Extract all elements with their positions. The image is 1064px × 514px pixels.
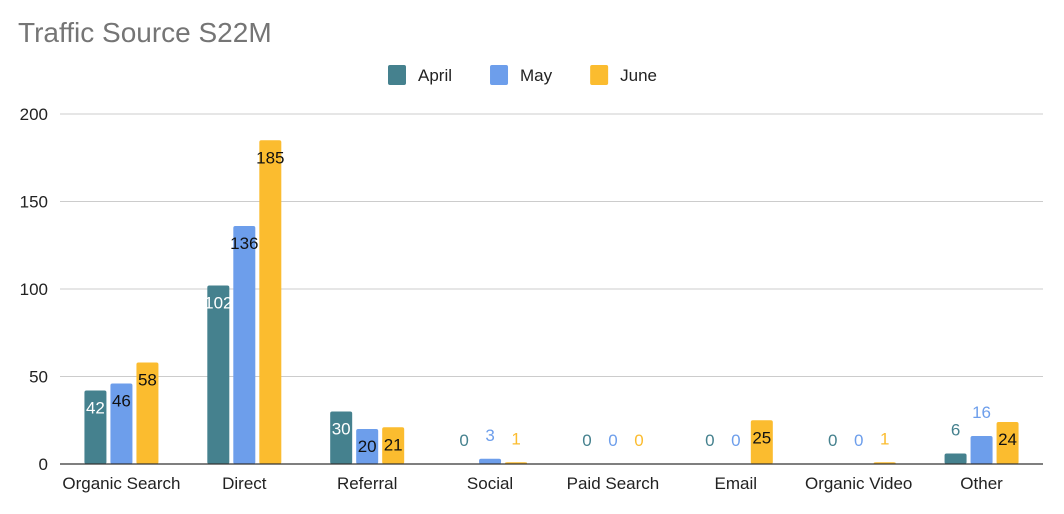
data-label-referral-april: 30 xyxy=(332,420,351,439)
data-label-other-april: 6 xyxy=(951,421,960,440)
data-label-referral-may: 20 xyxy=(358,437,377,456)
x-category-label: Organic Search xyxy=(62,474,180,493)
y-tick-label: 150 xyxy=(20,193,48,212)
legend-swatch xyxy=(490,65,509,85)
bar-direct-may xyxy=(233,226,256,464)
data-label-referral-june: 21 xyxy=(384,435,403,454)
bar-other-april xyxy=(944,453,967,464)
bar-referral-april xyxy=(330,411,353,464)
data-label-organic-video-april: 0 xyxy=(828,431,837,450)
bar-other-may xyxy=(970,436,993,464)
data-label-social-may: 3 xyxy=(485,426,494,445)
legend-swatch xyxy=(590,65,609,85)
x-category-label: Paid Search xyxy=(567,474,660,493)
bar-referral-june xyxy=(382,427,405,464)
bar-direct-april xyxy=(207,285,230,464)
data-label-organic-video-may: 0 xyxy=(854,431,863,450)
legend-item-may: May xyxy=(490,65,553,85)
legend-item-june: June xyxy=(590,65,657,85)
data-label-organic-video-june: 1 xyxy=(880,429,889,448)
data-label-social-june: 1 xyxy=(511,429,520,448)
data-label-email-may: 0 xyxy=(731,431,740,450)
x-category-label: Organic Video xyxy=(805,474,912,493)
bar-other-june xyxy=(996,422,1019,464)
bars xyxy=(84,140,1019,464)
bar-social-may xyxy=(479,458,502,464)
y-tick-label: 100 xyxy=(20,280,48,299)
data-label-paid-search-june: 0 xyxy=(634,431,643,450)
data-label-email-june: 25 xyxy=(752,428,771,447)
y-axis-ticks: 0 50 100 150 200 xyxy=(20,105,48,474)
data-label-organic-search-may: 46 xyxy=(112,392,131,411)
bar-email-june xyxy=(750,420,773,464)
data-label-social-april: 0 xyxy=(459,431,468,450)
data-label-direct-may: 136 xyxy=(230,234,258,253)
y-tick-label: 50 xyxy=(29,368,48,387)
data-label-paid-search-may: 0 xyxy=(608,431,617,450)
legend-label: May xyxy=(520,66,553,85)
y-tick-label: 200 xyxy=(20,105,48,124)
legend-swatch xyxy=(388,65,406,85)
data-label-direct-april: 102 xyxy=(204,294,232,313)
data-label-paid-search-april: 0 xyxy=(582,431,591,450)
data-label-direct-june: 185 xyxy=(256,148,284,167)
data-label-organic-search-april: 42 xyxy=(86,399,105,418)
legend-item-april: April xyxy=(388,65,452,85)
chart-legend: April May June xyxy=(388,65,657,85)
x-category-label: Referral xyxy=(337,474,397,493)
x-category-label: Other xyxy=(960,474,1003,493)
bar-direct-june xyxy=(259,140,282,464)
legend-label: June xyxy=(620,66,657,85)
data-label-other-june: 24 xyxy=(998,430,1017,449)
data-label-other-may: 16 xyxy=(972,403,991,422)
bar-referral-may xyxy=(356,429,379,464)
x-category-label: Social xyxy=(467,474,513,493)
data-label-email-april: 0 xyxy=(705,431,714,450)
legend-label: April xyxy=(418,66,452,85)
data-label-organic-search-june: 58 xyxy=(138,371,157,390)
bar-organic-search-april xyxy=(84,390,107,464)
chart-title: Traffic Source S22M xyxy=(18,17,272,48)
x-category-label: Email xyxy=(715,474,758,493)
bar-organic-search-may xyxy=(110,383,133,464)
x-axis-categories: Organic Search Direct Referral Social Paid S… xyxy=(62,474,1003,493)
y-tick-label: 0 xyxy=(39,455,48,474)
x-category-label: Direct xyxy=(222,474,267,493)
bar-organic-search-june xyxy=(136,362,159,464)
